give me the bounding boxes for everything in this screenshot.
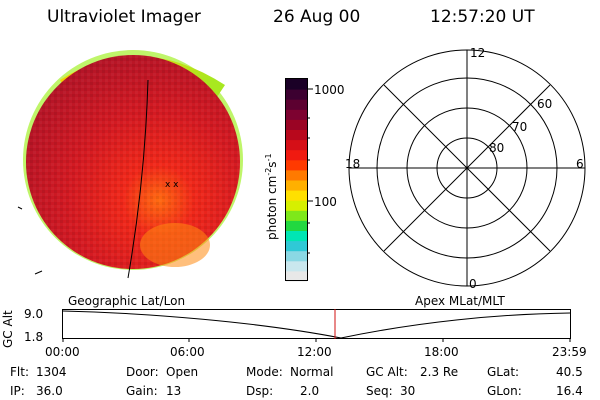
colorbar-band: [286, 159, 307, 171]
orbit-altitude-timeline: [62, 309, 571, 342]
x-tick-0600: 06:00: [170, 345, 205, 359]
y-tick-1-8: 1.8: [24, 330, 44, 344]
seq-value: 30: [400, 384, 416, 398]
colorbar-tick-100: 100: [314, 195, 337, 209]
dsp-value: 2.0: [300, 384, 320, 398]
colorbar-band: [286, 270, 307, 282]
geographic-latlon-title: Geographic Lat/Lon: [68, 294, 186, 308]
uv-earth-image: x x: [17, 50, 243, 279]
ip-label: IP:: [10, 384, 25, 398]
x-tick-2359: 23:59: [552, 345, 587, 359]
glat-label: GLat:: [487, 365, 520, 379]
mlt-label-12: 12: [470, 46, 486, 60]
flt-value: 1304: [36, 365, 67, 379]
bright-emission-region: [140, 223, 210, 267]
apex-mlat-mlt-title: Apex MLat/MLT: [415, 294, 505, 308]
colorbar-band: [286, 230, 307, 242]
colorbar-band: [286, 99, 307, 110]
gc-alt-value: 2.3 Re: [420, 365, 459, 379]
mlt-label-6: 6: [576, 157, 584, 171]
seq-label: Seq:: [366, 384, 393, 398]
colorbar-band: [286, 129, 307, 141]
x-tick-0000: 00:00: [45, 345, 80, 359]
colorbar-band: [286, 200, 307, 211]
x-tick-1800: 18:00: [424, 345, 459, 359]
polar-mlat-mlt-plot: [348, 49, 586, 287]
colorbar-band: [286, 260, 307, 272]
mlt-line-diag-2: [383, 84, 551, 252]
glon-label: GLon:: [487, 384, 522, 398]
mode-label: Mode:: [246, 365, 283, 379]
ip-value: 36.0: [36, 384, 63, 398]
gc-altitude-curve: [62, 310, 571, 339]
lat-label-60: 60: [537, 97, 553, 111]
door-label: Door:: [126, 365, 159, 379]
terminator-line: [127, 79, 149, 279]
x-tick-1200: 12:00: [297, 345, 332, 359]
gc-alt-label: GC Alt:: [366, 365, 408, 379]
gain-value: 13: [166, 384, 182, 398]
colorbar-band: [286, 79, 307, 90]
mode-value: Normal: [290, 365, 334, 379]
y-tick-9: 9.0: [24, 307, 44, 321]
colorbar-band: [286, 119, 307, 130]
colorbar-band: [286, 149, 307, 161]
lat-label-70: 70: [512, 120, 528, 134]
image-date: 26 Aug 00: [273, 7, 361, 27]
image-time: 12:57:20 UT: [430, 7, 535, 27]
instrument-title: Ultraviolet Imager: [47, 7, 201, 27]
colorbar-band: [286, 240, 307, 252]
door-value: Open: [166, 365, 199, 379]
colorbar-tick-1000: 1000: [314, 83, 345, 97]
mlt-label-18: 18: [345, 157, 361, 171]
colorbar-unit-label: photon cm-2s-1: [264, 153, 279, 240]
gain-label: Gain:: [126, 384, 158, 398]
colorbar-band: [286, 250, 307, 262]
flt-label: Flt:: [10, 365, 29, 379]
mlt-label-0: 0: [469, 277, 477, 291]
glat-value: 40.5: [556, 365, 583, 379]
colorbar-band: [286, 210, 307, 221]
colorbar-band: [286, 109, 307, 120]
colorbar-band: [286, 180, 307, 191]
colorbar-band: [286, 139, 307, 151]
glon-value: 16.4: [556, 384, 583, 398]
colorbar-band: [286, 169, 307, 181]
color-scale-ticks: [307, 88, 313, 254]
colorbar-band: [286, 190, 307, 201]
dsp-label: Dsp:: [246, 384, 274, 398]
color-scale-bar: [285, 78, 308, 282]
subsatellite-marker: x x: [165, 180, 179, 190]
colorbar-band: [286, 220, 307, 231]
lat-label-80: 80: [489, 141, 505, 155]
gc-alt-axis-label: GC Alt: [1, 310, 15, 348]
colorbar-band: [286, 89, 307, 100]
